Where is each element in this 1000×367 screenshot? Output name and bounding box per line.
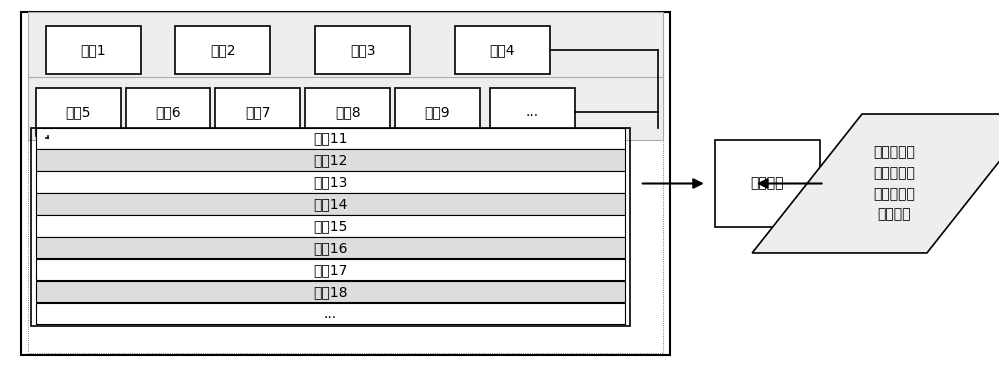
Text: 信息11: 信息11 [313, 131, 347, 145]
Text: 信息2: 信息2 [210, 43, 236, 57]
Bar [490, 88, 575, 136]
Text: ...: ... [526, 105, 539, 119]
Bar [36, 303, 625, 324]
Text: 根据不同的
信息内容得
到该单据的
概述信息: 根据不同的 信息内容得 到该单据的 概述信息 [874, 146, 915, 221]
Bar [305, 88, 390, 136]
Bar [715, 139, 820, 228]
Bar [175, 26, 270, 74]
Text: 信息14: 信息14 [313, 197, 347, 211]
Bar [21, 12, 670, 355]
Polygon shape [752, 114, 1000, 253]
Bar [36, 237, 625, 258]
Text: 信息16: 信息16 [313, 241, 347, 255]
Bar [36, 149, 625, 171]
Text: 信息1: 信息1 [80, 43, 106, 57]
Text: 信息7: 信息7 [245, 105, 271, 119]
Text: 信息15: 信息15 [313, 219, 347, 233]
Bar [28, 12, 663, 81]
Text: 信息6: 信息6 [155, 105, 181, 119]
Bar [28, 14, 663, 353]
Text: 信息13: 信息13 [313, 175, 347, 189]
Text: 信息5: 信息5 [65, 105, 91, 119]
Bar [126, 88, 210, 136]
Bar [36, 259, 625, 280]
Bar [455, 26, 550, 74]
Bar [31, 128, 630, 326]
Bar [36, 281, 625, 302]
Text: 信息9: 信息9 [425, 105, 450, 119]
Bar [46, 26, 140, 74]
Text: 信息12: 信息12 [313, 153, 347, 167]
Text: ...: ... [324, 307, 337, 321]
Bar [28, 12, 663, 81]
Bar [315, 26, 410, 74]
Bar [36, 215, 625, 236]
Text: 信息3: 信息3 [350, 43, 375, 57]
Text: 信息17: 信息17 [313, 263, 347, 277]
Bar [36, 128, 625, 149]
Text: 信息18: 信息18 [313, 285, 347, 299]
Bar [36, 193, 625, 215]
Bar [36, 88, 121, 136]
Bar [215, 88, 300, 136]
Bar [28, 77, 663, 139]
Text: 信息4: 信息4 [490, 43, 515, 57]
Text: 用户分析: 用户分析 [750, 177, 784, 190]
Bar [28, 77, 663, 139]
Text: 信息8: 信息8 [335, 105, 361, 119]
Bar [36, 171, 625, 193]
Bar [395, 88, 480, 136]
